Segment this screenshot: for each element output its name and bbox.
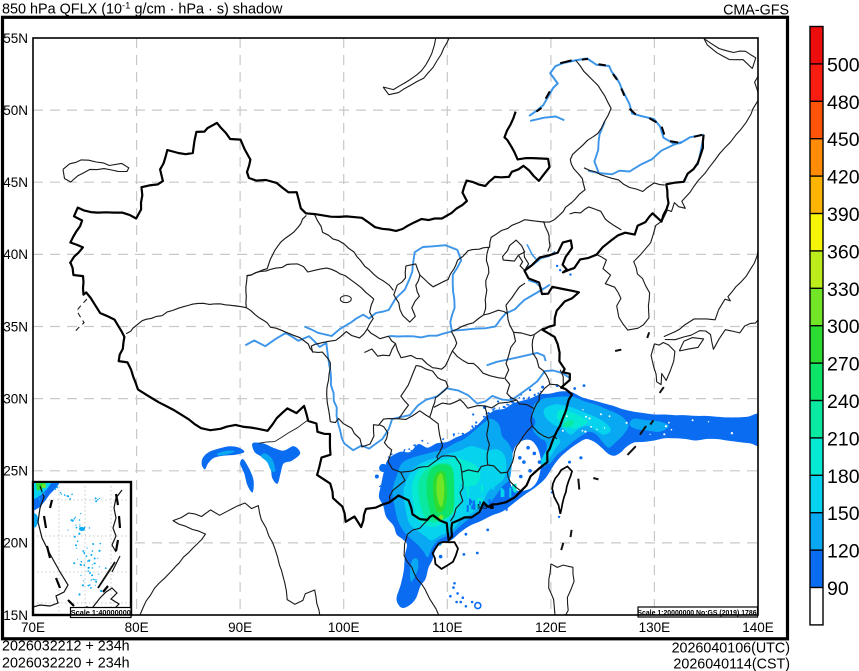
svg-text:270: 270 <box>827 354 859 376</box>
svg-text:480: 480 <box>827 92 859 114</box>
svg-text:130E: 130E <box>639 620 671 635</box>
svg-text:2026032212 + 234h: 2026032212 + 234h <box>2 639 130 655</box>
svg-text:120: 120 <box>827 541 859 563</box>
svg-text:50N: 50N <box>3 103 28 118</box>
svg-text:330: 330 <box>827 279 859 301</box>
svg-text:2026032220 + 234h: 2026032220 + 234h <box>2 656 130 671</box>
svg-text:90: 90 <box>827 578 849 600</box>
svg-text:2026040114(CST): 2026040114(CST) <box>673 657 790 671</box>
svg-text:420: 420 <box>827 167 859 189</box>
svg-text:2026040106(UTC): 2026040106(UTC) <box>672 641 790 657</box>
svg-text:Scale 1:20000000 No:GS (2019): Scale 1:20000000 No:GS (2019) 1786 <box>637 610 756 617</box>
svg-text:450: 450 <box>827 129 859 151</box>
svg-text:110E: 110E <box>432 620 463 635</box>
svg-text:140E: 140E <box>742 620 774 635</box>
svg-text:240: 240 <box>827 391 859 413</box>
svg-text:360: 360 <box>827 241 859 263</box>
svg-text:35N: 35N <box>3 319 28 334</box>
svg-text:80E: 80E <box>125 620 149 635</box>
svg-text:55N: 55N <box>3 31 28 46</box>
svg-text:500: 500 <box>827 54 859 76</box>
svg-text:120E: 120E <box>535 620 567 635</box>
svg-text:Ma: Ma <box>477 504 487 511</box>
svg-text:850 hPa QFLX (10-1 g/cm · hPa: 850 hPa QFLX (10-1 g/cm · hPa · s) shado… <box>2 1 283 18</box>
svg-text:15N: 15N <box>3 608 28 623</box>
svg-text:40N: 40N <box>3 247 28 262</box>
svg-text:Scale 1:40000000: Scale 1:40000000 <box>71 608 131 617</box>
svg-text:45N: 45N <box>3 175 28 190</box>
svg-text:390: 390 <box>827 204 859 226</box>
svg-text:70E: 70E <box>21 620 45 635</box>
svg-text:150: 150 <box>827 503 859 525</box>
svg-text:300: 300 <box>827 316 859 338</box>
svg-text:CMA-GFS: CMA-GFS <box>723 3 789 19</box>
svg-text:20N: 20N <box>3 536 28 551</box>
svg-text:25N: 25N <box>3 464 28 479</box>
svg-text:90E: 90E <box>228 620 252 635</box>
svg-text:100E: 100E <box>328 620 360 635</box>
svg-text:180: 180 <box>827 466 859 488</box>
svg-text:210: 210 <box>827 428 859 450</box>
svg-text:30N: 30N <box>3 391 28 406</box>
